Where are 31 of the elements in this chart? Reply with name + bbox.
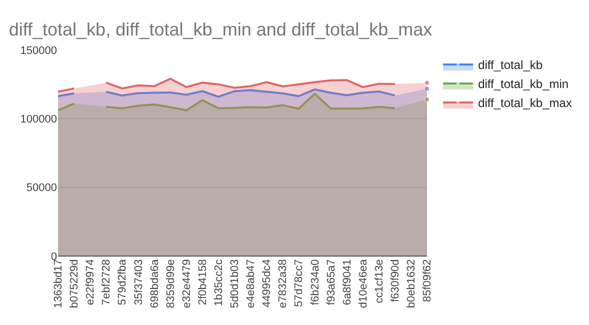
x-tick-label: e22f9974 [84,259,97,306]
x-tick-label: 6a8f9041 [341,259,354,306]
x-tick-label: 57d78cc7 [293,259,306,307]
x-tick-label: 1363bd17 [52,259,65,308]
x-tick-label: f6b234a0 [309,259,322,306]
x-tick-label: 35f37403 [132,259,145,306]
x-tick-label: 1b35cc2c [213,258,226,306]
legend-label: diff_total_kb_min [478,77,569,92]
x-tick-label: e32e4479 [180,259,193,308]
x-tick-label: 2f0b4158 [196,259,209,306]
x-tick-label: 8359d99e [164,259,177,308]
x-tick-label: f630f90d [389,259,402,302]
x-tick-label: e7832a38 [277,259,290,308]
chart-title: diff_total_kb, diff_total_kb_min and diff_total_kb_max [8,19,432,40]
x-tick-label: 579d2fba [116,258,129,306]
x-tick-label: 44995dc4 [261,259,274,308]
y-tick-label: 100000 [20,114,57,126]
x-tick-label: f93a65a7 [325,259,338,306]
x-tick-label: 85f09f62 [422,259,434,302]
x-tick-label: 5d0d1b03 [229,259,242,308]
x-tick-label: b0eb1632 [406,259,418,308]
x-tick-label: e4e8ab47 [245,259,258,308]
x-tick-label: 698bda6a [148,258,161,308]
x-tick-label: 7ebf2728 [100,259,113,306]
x-tick-label: d10e46ea [357,258,370,308]
x-tick-label: cc1cf13e [373,259,386,304]
x-tick-label: b075229d [68,259,81,308]
y-tick-label: 150000 [20,44,57,57]
legend-label: diff_total_kb [478,58,543,72]
legend-label: diff_total_kb_max [478,96,572,110]
y-tick-label: 50000 [26,182,57,194]
